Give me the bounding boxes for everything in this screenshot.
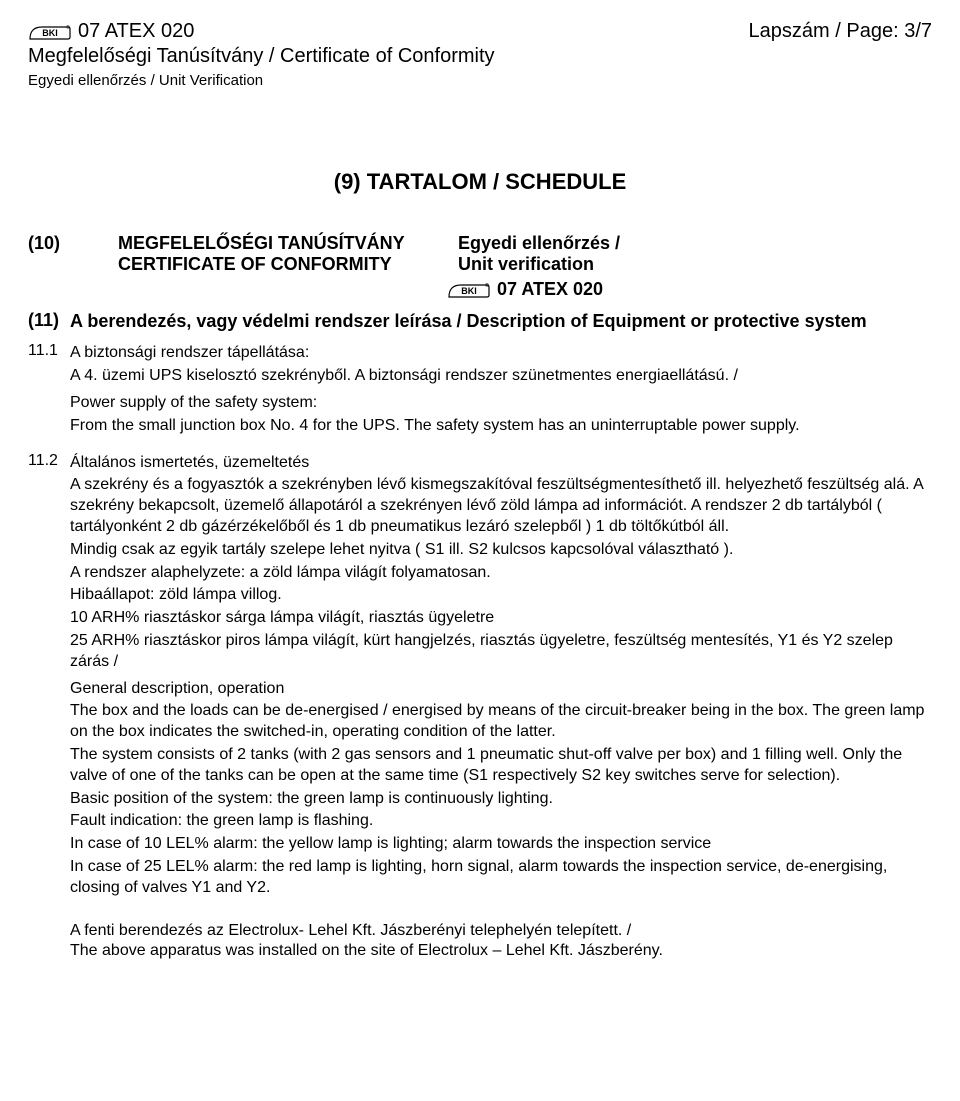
subsection-11-1: 11.1 A biztonsági rendszer tápellátása: … — [28, 341, 932, 436]
header-left: BKI ® 07 ATEX 020 Megfelelőségi Tanúsítv… — [28, 20, 495, 89]
section-11-title: A berendezés, vagy védelmi rendszer leír… — [70, 310, 867, 333]
section-10-number: (10) — [28, 233, 118, 300]
unit-verification-label: Egyedi ellenőrzés / Unit Verification — [28, 72, 495, 89]
subsection-11-2-number: 11.2 — [28, 451, 70, 899]
cert-number-line: BKI ® 07 ATEX 020 — [28, 20, 495, 43]
svg-text:®: ® — [66, 24, 70, 31]
para-text: Basic position of the system: the green … — [70, 789, 932, 810]
para-text: Általános ismertetés, üzemeltetés — [70, 453, 932, 474]
svg-text:®: ® — [485, 282, 489, 289]
section-11: (11) A berendezés, vagy védelmi rendszer… — [28, 310, 932, 333]
para-text: General description, operation — [70, 679, 932, 700]
subsection-11-2: 11.2 Általános ismertetés, üzemeltetés A… — [28, 451, 932, 899]
subsection-11-1-number: 11.1 — [28, 341, 70, 436]
subsection-11-1-content: A biztonsági rendszer tápellátása: A 4. … — [70, 341, 932, 436]
bki-logo-icon: BKI ® — [447, 281, 491, 299]
page-number: Lapszám / Page: 3/7 — [749, 20, 932, 43]
para-text: In case of 10 LEL% alarm: the yellow lam… — [70, 834, 932, 855]
bki-logo-icon: BKI ® — [28, 23, 72, 41]
schedule-title: (9) TARTALOM / SCHEDULE — [28, 169, 932, 195]
section-10-en-title: CERTIFICATE OF CONFORMITY — [118, 254, 458, 275]
para-text: A 4. üzemi UPS kiselosztó szekrényből. A… — [70, 366, 932, 387]
section-10-content: MEGFELELŐSÉGI TANÚSÍTVÁNY Egyedi ellenőr… — [118, 233, 932, 300]
subsection-11-2-content: Általános ismertetés, üzemeltetés A szek… — [70, 451, 932, 899]
section-10-atex-number: 07 ATEX 020 — [497, 279, 603, 300]
para-text: The system consists of 2 tanks (with 2 g… — [70, 745, 932, 787]
svg-text:BKI: BKI — [461, 286, 477, 296]
section-10-row-1: MEGFELELŐSÉGI TANÚSÍTVÁNY Egyedi ellenőr… — [118, 233, 932, 254]
para-text: 25 ARH% riasztáskor piros lámpa világít,… — [70, 631, 932, 673]
para-text: Hibaállapot: zöld lámpa villog. — [70, 585, 932, 606]
section-10-hu-subtitle: Egyedi ellenőrzés / — [458, 233, 620, 254]
page-header: BKI ® 07 ATEX 020 Megfelelőségi Tanúsítv… — [28, 20, 932, 89]
para-text: Mindig csak az egyik tartály szelepe leh… — [70, 540, 932, 561]
para-text: The box and the loads can be de-energise… — [70, 701, 932, 743]
footer-installation: A fenti berendezés az Electrolux- Lehel … — [28, 921, 932, 963]
section-10-hu-title: MEGFELELŐSÉGI TANÚSÍTVÁNY — [118, 233, 458, 254]
para-text: Power supply of the safety system: — [70, 393, 932, 414]
footer-hu-text: A fenti berendezés az Electrolux- Lehel … — [70, 921, 932, 942]
para-text: In case of 25 LEL% alarm: the red lamp i… — [70, 857, 932, 899]
cert-number: 07 ATEX 020 — [78, 20, 194, 43]
svg-text:BKI: BKI — [42, 28, 58, 38]
section-10-atex: BKI ® 07 ATEX 020 — [118, 279, 932, 300]
section-11-number: (11) — [28, 310, 70, 333]
para-text: A rendszer alaphelyzete: a zöld lámpa vi… — [70, 563, 932, 584]
section-10-row-2: CERTIFICATE OF CONFORMITY Unit verificat… — [118, 254, 932, 275]
para-text: A biztonsági rendszer tápellátása: — [70, 343, 932, 364]
para-text: A szekrény és a fogyasztók a szekrényben… — [70, 475, 932, 537]
certificate-title: Megfelelőségi Tanúsítvány / Certificate … — [28, 45, 495, 68]
footer-en-text: The above apparatus was installed on the… — [70, 941, 932, 962]
section-10-en-subtitle: Unit verification — [458, 254, 594, 275]
section-10: (10) MEGFELELŐSÉGI TANÚSÍTVÁNY Egyedi el… — [28, 233, 932, 300]
para-text: Fault indication: the green lamp is flas… — [70, 811, 932, 832]
para-text: 10 ARH% riasztáskor sárga lámpa világít,… — [70, 608, 932, 629]
para-text: From the small junction box No. 4 for th… — [70, 416, 932, 437]
